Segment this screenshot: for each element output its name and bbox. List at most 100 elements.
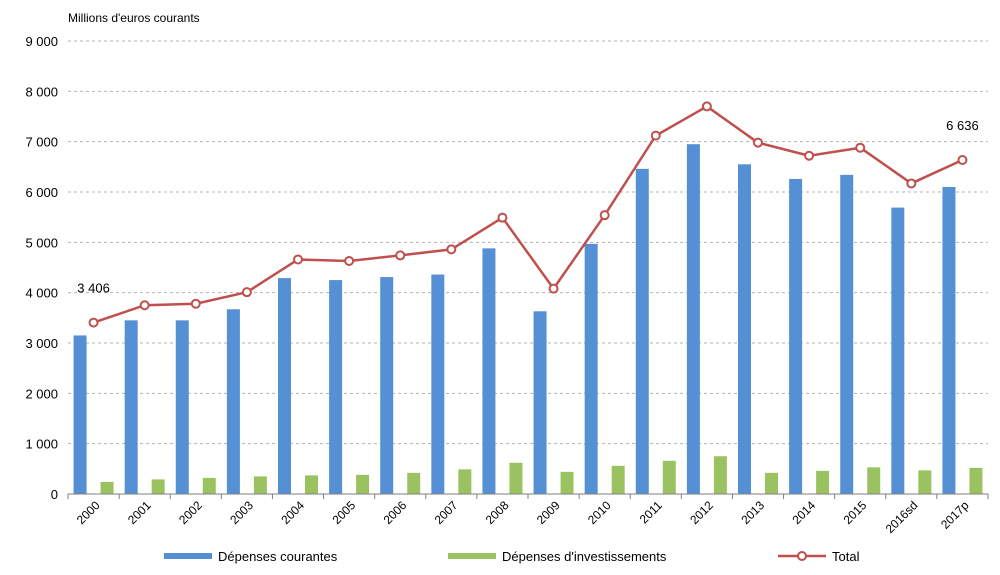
legend-label-2: Total <box>832 549 860 564</box>
total-point-2000 <box>88 317 99 328</box>
total-point-2011 <box>650 130 661 141</box>
bar-depenses-courantes-2003 <box>226 309 240 494</box>
x-tick-label: 2002 <box>176 498 205 527</box>
bar-depenses-investissements-2004 <box>305 475 318 494</box>
total-line-path <box>93 105 963 324</box>
bar-depenses-courantes-2011 <box>635 168 649 494</box>
x-tick-label: 2015 <box>841 498 870 527</box>
bar-depenses-courantes-2007 <box>431 274 445 494</box>
total-point-2012 <box>701 101 712 112</box>
y-axis-ticks: 0 1 000 2 000 3 000 4 000 5 000 6 000 7 000 8 00… <box>25 34 58 502</box>
x-tick-label: 2011 <box>637 498 665 526</box>
legend-label-0: Dépenses courantes <box>218 549 338 564</box>
total-point-2003 <box>241 287 252 298</box>
total-point-2014 <box>804 150 815 161</box>
legend-swatch-0 <box>164 553 212 559</box>
total-point-2016sd <box>906 178 917 189</box>
bar-depenses-investissements-2010 <box>611 465 625 494</box>
bar-depenses-courantes-2012 <box>686 144 700 494</box>
x-axis <box>67 493 989 499</box>
bar-depenses-investissements-2002 <box>202 477 216 494</box>
bar-depenses-investissements-2008 <box>509 462 523 494</box>
total-point-2005 <box>344 255 355 266</box>
bar-depenses-investissements-2000 <box>100 481 114 494</box>
total-point-2008 <box>497 212 508 223</box>
legend: Dépenses courantes Dépenses d'investissem… <box>164 549 860 564</box>
x-tick-label: 2003 <box>227 498 256 527</box>
legend-swatch-1 <box>448 553 496 559</box>
bar-depenses-investissements-2015 <box>867 467 881 494</box>
x-tick-label: 2012 <box>687 498 716 527</box>
x-tick-label: 2017p <box>938 498 972 532</box>
bar-depenses-investissements-2014 <box>816 470 830 494</box>
bar-depenses-investissements-2007 <box>458 469 472 494</box>
total-point-2004 <box>293 254 303 265</box>
total-point-2001 <box>139 300 150 311</box>
x-tick-label: 2006 <box>381 498 410 527</box>
x-tick-label: 2013 <box>738 498 767 527</box>
x-tick-label: 2014 <box>789 498 818 527</box>
bar-depenses-investissements-2003 <box>253 476 267 494</box>
y-tick-label: 2 000 <box>25 386 58 401</box>
y-tick-label: 6 000 <box>25 185 58 200</box>
bar-depenses-investissements-2005 <box>356 474 370 494</box>
y-tick-label: 7 000 <box>25 135 58 150</box>
legend-marker <box>797 551 807 561</box>
bar-depenses-courantes-2014 <box>789 178 803 494</box>
total-point-2015 <box>855 142 866 153</box>
bar-depenses-courantes-2006 <box>380 277 394 494</box>
total-point-2007 <box>446 244 457 255</box>
bar-depenses-courantes-2008 <box>482 248 496 494</box>
unit-label: Millions d'euros courants <box>68 11 200 25</box>
total-point-2017p <box>957 154 968 165</box>
total-point-2013 <box>753 137 763 148</box>
data-label-2000: 3 406 <box>77 281 110 296</box>
bar-depenses-courantes-2013 <box>738 164 751 495</box>
bar-depenses-courantes-2015 <box>840 174 854 495</box>
bar-depenses-investissements-2001 <box>151 479 165 494</box>
bar-depenses-courantes-2005 <box>329 280 343 494</box>
total-point-2002 <box>190 298 201 309</box>
bar-depenses-courantes-2004 <box>278 278 291 494</box>
y-tick-label: 9 000 <box>25 34 58 49</box>
bar-depenses-investissements-2016sd <box>918 470 932 494</box>
bar-depenses-investissements-2017p <box>969 467 983 494</box>
bar-depenses-courantes-2010 <box>584 243 598 494</box>
y-tick-label: 1 000 <box>25 437 58 452</box>
x-tick-label: 2010 <box>585 498 614 527</box>
bars <box>73 144 983 495</box>
x-tick-label: 2008 <box>483 498 512 527</box>
bar-depenses-courantes-2001 <box>124 320 138 494</box>
data-labels: 3 406 6 636 <box>77 118 978 296</box>
bar-depenses-courantes-2000 <box>73 335 87 494</box>
data-label-2017p: 6 636 <box>946 118 979 133</box>
y-tick-label: 4 000 <box>25 286 58 301</box>
x-axis-ticks: 2000 2001 2002 2003 2004 2005 2006 2007 2008 2009… <box>74 498 972 536</box>
bar-depenses-investissements-2009 <box>560 471 574 494</box>
x-tick-label: 2005 <box>329 498 358 527</box>
x-tick-label: 2004 <box>278 498 307 527</box>
y-tick-label: 8 000 <box>25 84 58 99</box>
bar-depenses-courantes-2009 <box>533 311 547 494</box>
x-tick-label: 2001 <box>125 498 154 527</box>
y-tick-label: 5 000 <box>25 235 58 250</box>
total-point-2010 <box>599 210 610 221</box>
bar-depenses-investissements-2006 <box>407 472 421 494</box>
x-tick-label: 2000 <box>74 498 103 527</box>
bar-depenses-courantes-2017p <box>942 186 956 494</box>
y-tick-label: 3 000 <box>25 336 58 351</box>
bar-depenses-courantes-2016sd <box>891 207 905 494</box>
total-point-2009 <box>548 283 559 294</box>
total-line <box>88 101 968 328</box>
bar-depenses-courantes-2002 <box>175 320 189 494</box>
x-tick-label: 2009 <box>534 498 563 527</box>
y-tick-label: 0 <box>51 487 58 502</box>
x-tick-label: 2016sd <box>883 498 921 536</box>
total-point-2006 <box>395 250 406 261</box>
legend-label-1: Dépenses d'investissements <box>502 549 667 564</box>
bar-depenses-investissements-2012 <box>713 456 727 494</box>
bar-depenses-investissements-2013 <box>765 472 778 494</box>
bar-depenses-investissements-2011 <box>662 460 676 494</box>
x-tick-label: 2007 <box>432 498 461 527</box>
